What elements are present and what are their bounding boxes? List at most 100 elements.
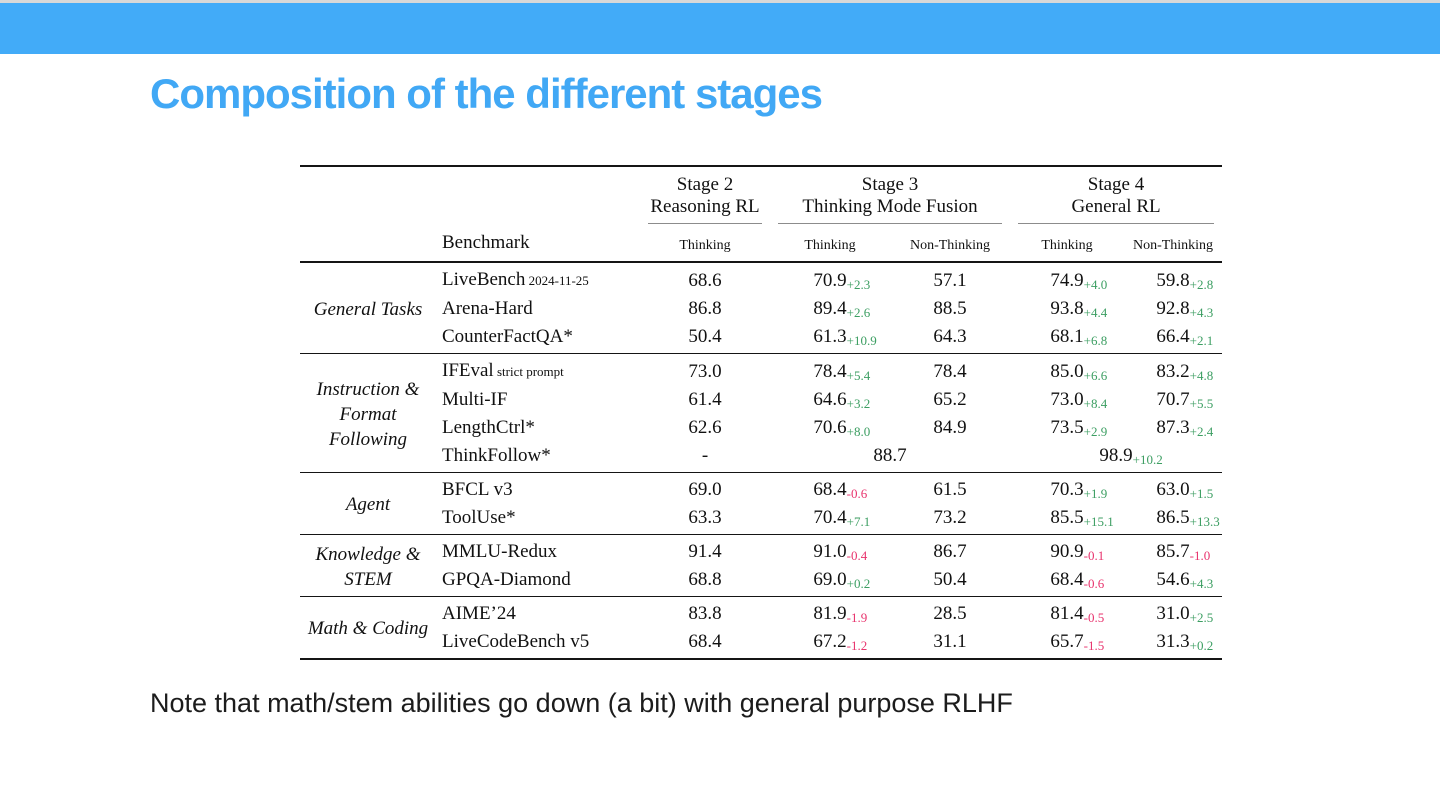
score-value: 68.4 xyxy=(1050,569,1084,590)
score-cell: 86.7 xyxy=(890,535,1010,566)
score-delta: +3.2 xyxy=(846,396,871,411)
stage2-thinking-header: Thinking xyxy=(640,224,770,263)
score-value: 68.6 xyxy=(688,269,722,291)
score-value: 84.9 xyxy=(933,417,967,438)
score-cell: 87.3 +2.4 xyxy=(1124,414,1222,442)
score-value: 83.8 xyxy=(688,603,722,624)
score-value: 73.0 xyxy=(688,360,722,382)
score-cell: 90.9 -0.1 xyxy=(1010,535,1124,566)
score-delta: +0.2 xyxy=(846,576,871,591)
score-cell: 83.2 +4.8 xyxy=(1124,354,1222,386)
score-cell: 74.9 +4.0 xyxy=(1010,262,1124,295)
score-value: 87.3 xyxy=(1156,417,1190,438)
score-value: 85.0 xyxy=(1050,360,1084,382)
benchmark-group: Instruction & Format Following IFEval str… xyxy=(300,353,1223,473)
stage4-thinking-header: Thinking xyxy=(1010,224,1125,263)
stage3-thinking-header: Thinking xyxy=(770,224,890,263)
score-cell: 61.3 +10.9 xyxy=(770,323,890,354)
score-delta: +13.3 xyxy=(1189,514,1220,529)
stage4-nonthinking-header: Non-Thinking xyxy=(1124,224,1223,263)
score-cell: 61.5 xyxy=(890,473,1010,504)
score-value: 59.8 xyxy=(1156,269,1190,291)
column-header-row: Benchmark Thinking Thinking Non-Thinking… xyxy=(300,224,1223,263)
score-cell: 50.4 xyxy=(890,566,1010,597)
benchmark-group: Math & Coding AIME’24 83.8 81.9 -1.9 28.5 81.4… xyxy=(300,596,1223,660)
score-delta: +4.4 xyxy=(1083,305,1108,320)
score-cell: 59.8 +2.8 xyxy=(1124,262,1222,295)
benchmark-name: LiveBench 2024-11-25 xyxy=(442,269,589,290)
score-cell: 68.6 xyxy=(640,262,770,295)
score-delta: +0.2 xyxy=(1189,638,1214,653)
score-value: 54.6 xyxy=(1156,569,1190,590)
score-delta: -1.2 xyxy=(846,638,868,653)
score-delta: +10.9 xyxy=(846,333,877,348)
benchmark-name: AIME’24 xyxy=(442,603,516,624)
table-row: Arena-Hard 86.8 89.4 +2.6 88.5 93.8 +4.4 92.8 +4… xyxy=(300,295,1222,323)
benchmark-subscript: 2024-11-25 xyxy=(525,273,589,288)
score-cell: 73.0 xyxy=(640,354,770,386)
score-value: 61.4 xyxy=(688,389,722,410)
score-value: 64.6 xyxy=(813,389,847,410)
table-row: Knowledge & STEM MMLU-Redux 91.4 91.0 -0.4 86… xyxy=(300,535,1222,590)
score-value: 28.5 xyxy=(933,603,967,624)
score-delta: -1.9 xyxy=(846,610,868,625)
score-cell: 31.1 xyxy=(890,628,1010,660)
table-row: Agent BFCL v3 69.0 68.4 -0.6 61.5 70.3 +1.9 63.0… xyxy=(300,473,1222,515)
table-row: ToolUse* 63.3 70.4 +7.1 73.2 85.5 +15.1 86.5 +13… xyxy=(300,504,1222,535)
group-label: General Tasks xyxy=(313,298,423,320)
stage4-line2: General RL xyxy=(1071,196,1161,217)
benchmark-group: Agent BFCL v3 69.0 68.4 -0.6 61.5 70.3 +1.9 63.0… xyxy=(300,472,1223,535)
score-cell: 62.6 xyxy=(640,414,770,442)
score-value: 67.2 xyxy=(813,631,847,652)
score-value: 69.0 xyxy=(688,479,722,500)
stage2-header: Stage 2 Reasoning RL xyxy=(640,166,770,224)
score-value: 90.9 xyxy=(1050,541,1084,562)
score-cell: 85.0 +6.6 xyxy=(1010,354,1124,386)
score-value: 83.2 xyxy=(1156,360,1190,382)
score-value: 70.9 xyxy=(813,269,847,291)
benchmark-name: CounterFactQA* xyxy=(442,326,573,347)
table-row: GPQA-Diamond 68.8 69.0 +0.2 50.4 68.4 -0.6 54.6… xyxy=(300,566,1222,597)
score-cell: 69.0 +0.2 xyxy=(770,566,890,597)
score-value: 86.8 xyxy=(688,298,722,319)
score-value: 50.4 xyxy=(933,569,967,590)
score-cell: 88.5 xyxy=(890,295,1010,323)
benchmark-name: Multi-IF xyxy=(442,389,508,410)
stage3-header: Stage 3 Thinking Mode Fusion xyxy=(770,166,1010,224)
score-cell: 78.4 +5.4 xyxy=(770,354,890,386)
score-cell: 31.0 +2.5 xyxy=(1124,597,1222,628)
score-cell: 70.6 +8.0 xyxy=(770,414,890,442)
stage4-header: Stage 4 General RL xyxy=(1010,166,1222,224)
stage3-nonthinking-header: Non-Thinking xyxy=(890,224,1011,263)
table-header: Stage 2 Reasoning RL Stage 3 Thinking Mode… xyxy=(300,166,1223,263)
score-cell: 89.4 +2.6 xyxy=(770,295,890,323)
score-value: 86.5 xyxy=(1156,507,1190,528)
score-cell: 70.3 +1.9 xyxy=(1010,473,1124,504)
score-value: 64.3 xyxy=(933,326,967,347)
score-delta: +1.5 xyxy=(1189,486,1214,501)
score-value: 63.0 xyxy=(1156,479,1190,500)
score-cell: 70.4 +7.1 xyxy=(770,504,890,535)
score-delta: +2.5 xyxy=(1189,610,1214,625)
score-cell: 88.7 xyxy=(770,442,1010,473)
score-value: 70.4 xyxy=(813,507,847,528)
benchmark-name: GPQA-Diamond xyxy=(442,569,571,590)
stage2-label: Stage 2 Reasoning RL xyxy=(648,174,762,224)
score-delta: +4.8 xyxy=(1189,367,1214,383)
score-cell: 85.5 +15.1 xyxy=(1010,504,1124,535)
score-delta: -1.5 xyxy=(1083,638,1105,653)
table-row: Multi-IF 61.4 64.6 +3.2 65.2 73.0 +8.4 70.7 +5.5 xyxy=(300,386,1222,414)
empty-header-cell xyxy=(300,224,440,263)
score-cell: 86.5 +13.3 xyxy=(1124,504,1222,535)
score-value: 68.8 xyxy=(688,569,722,590)
score-cell: 83.8 xyxy=(640,597,770,628)
benchmark-table: Stage 2 Reasoning RL Stage 3 Thinking Mode… xyxy=(300,165,1223,660)
score-delta: +4.3 xyxy=(1189,576,1214,591)
score-value: 66.4 xyxy=(1156,326,1190,347)
score-delta: +10.2 xyxy=(1132,452,1163,467)
score-value: 70.7 xyxy=(1156,389,1190,410)
score-cell: 69.0 xyxy=(640,473,770,504)
score-value: 57.1 xyxy=(933,269,967,291)
score-delta: +2.3 xyxy=(846,276,871,292)
score-value: 73.2 xyxy=(933,507,967,528)
